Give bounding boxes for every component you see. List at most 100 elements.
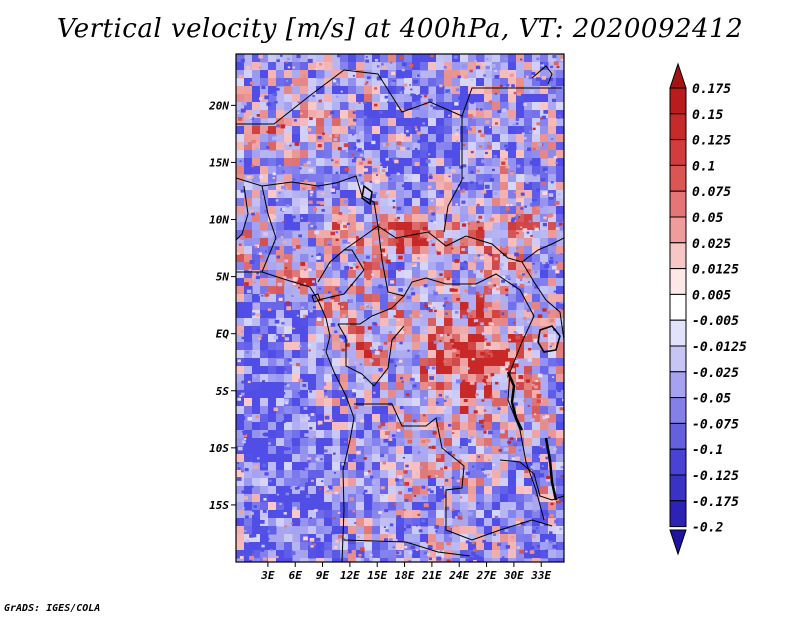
field-cell — [508, 190, 517, 199]
field-cell — [396, 438, 405, 447]
field-speck — [252, 326, 256, 329]
field-cell — [548, 550, 557, 559]
field-speck — [421, 253, 425, 257]
field-cell — [316, 470, 325, 479]
field-cell — [492, 534, 501, 543]
field-speck — [284, 398, 289, 403]
field-cell — [396, 446, 405, 455]
field-cell — [316, 110, 325, 119]
field-cell — [364, 494, 373, 503]
field-cell — [388, 454, 397, 463]
field-cell — [348, 54, 357, 63]
field-cell — [372, 502, 381, 511]
field-speck — [461, 248, 465, 251]
field-speck — [332, 417, 336, 421]
field-cell — [412, 502, 421, 511]
field-cell — [380, 454, 389, 463]
field-speck — [427, 475, 431, 478]
field-cell — [260, 222, 269, 231]
field-cell — [268, 94, 277, 103]
field-cell — [476, 502, 485, 511]
field-cell — [460, 334, 469, 343]
field-cell — [460, 422, 469, 431]
field-cell — [508, 134, 517, 143]
field-cell — [356, 126, 365, 135]
field-speck — [479, 294, 483, 297]
field-cell — [500, 286, 509, 295]
field-cell — [436, 446, 445, 455]
field-cell — [236, 510, 245, 519]
field-speck — [251, 212, 255, 216]
field-cell — [428, 78, 437, 87]
field-speck — [401, 380, 404, 383]
field-cell — [284, 150, 293, 159]
field-speck — [374, 350, 380, 355]
field-speck — [454, 310, 459, 314]
field-cell — [516, 262, 525, 271]
colorbar-label: -0.175 — [692, 495, 739, 510]
field-speck — [359, 130, 365, 135]
field-cell — [476, 190, 485, 199]
field-cell — [356, 454, 365, 463]
map-plot: 3E 6E 9E 12E 15E 18E 21E 24E 27E 30E 33E 20N15N10N… — [208, 53, 747, 582]
field-speck — [422, 414, 426, 417]
field-cell — [492, 118, 501, 127]
field-cell — [516, 534, 525, 543]
field-cell — [388, 470, 397, 479]
field-speck — [364, 83, 368, 86]
field-speck — [409, 68, 412, 70]
field-cell — [516, 502, 525, 511]
field-speck — [236, 127, 241, 132]
field-cell — [516, 206, 525, 215]
field-cell — [404, 494, 413, 503]
field-cell — [428, 446, 437, 455]
field-cell — [292, 278, 301, 287]
field-cell — [324, 182, 333, 191]
field-cell — [452, 150, 461, 159]
field-speck — [385, 157, 390, 161]
field-cell — [356, 286, 365, 295]
field-speck — [505, 361, 510, 366]
field-speck — [531, 545, 534, 548]
field-cell — [420, 166, 429, 175]
field-cell — [268, 406, 277, 415]
field-cell — [316, 310, 325, 319]
field-speck — [378, 162, 382, 165]
field-cell — [436, 422, 445, 431]
field-cell — [324, 310, 333, 319]
field-speck — [333, 471, 337, 474]
field-speck — [417, 257, 420, 260]
field-speck — [335, 539, 339, 543]
field-speck — [544, 448, 547, 451]
field-cell — [428, 454, 437, 463]
field-cell — [388, 158, 397, 167]
field-cell — [548, 486, 557, 495]
field-cell — [252, 254, 261, 263]
field-cell — [372, 110, 381, 119]
field-cell — [324, 334, 333, 343]
field-speck — [350, 125, 356, 130]
field-speck — [352, 459, 356, 462]
field-speck — [248, 116, 252, 120]
field-speck — [463, 288, 468, 292]
field-cell — [500, 182, 509, 191]
field-cell — [500, 254, 509, 263]
field-cell — [316, 478, 325, 487]
field-cell — [268, 126, 277, 135]
field-cell — [236, 158, 245, 167]
field-speck — [364, 304, 368, 307]
field-speck — [262, 195, 265, 198]
field-cell — [388, 374, 397, 383]
field-speck — [534, 285, 538, 289]
map-field — [236, 54, 564, 562]
field-cell — [244, 502, 253, 511]
field-cell — [524, 54, 533, 63]
field-cell — [252, 558, 261, 562]
field-cell — [444, 470, 453, 479]
field-cell — [436, 462, 445, 471]
field-cell — [500, 526, 509, 535]
field-cell — [308, 318, 317, 327]
field-cell — [492, 550, 501, 559]
field-cell — [532, 398, 541, 407]
field-cell — [524, 230, 533, 239]
